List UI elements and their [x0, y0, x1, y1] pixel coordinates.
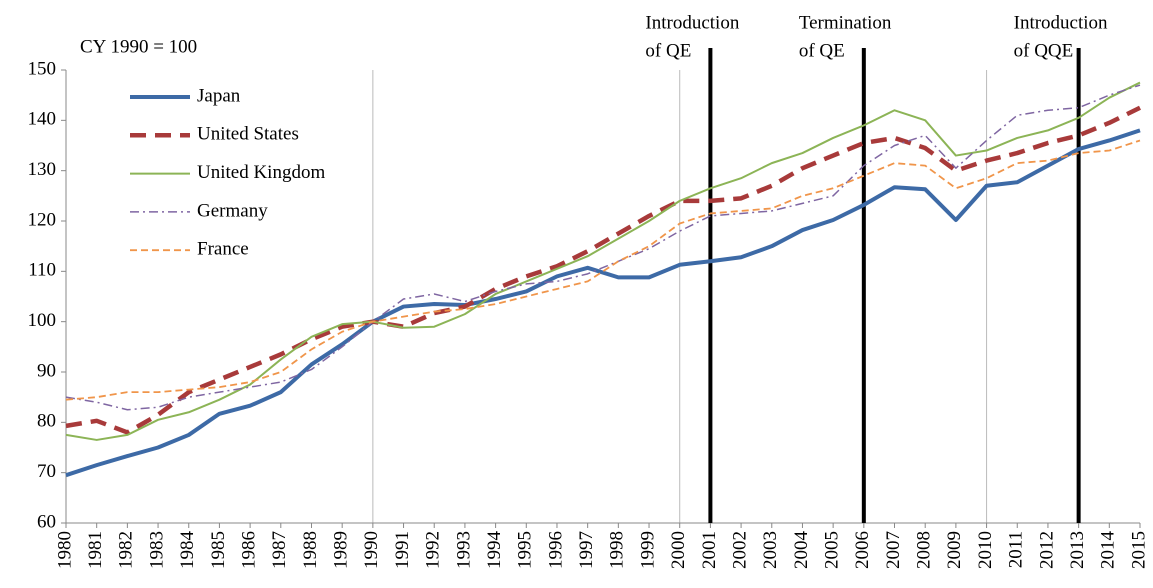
y-tick-label: 130: [28, 159, 57, 180]
x-tick-label: 1983: [146, 531, 167, 569]
x-tick-label: 1990: [361, 531, 382, 569]
annotation: Introduction: [645, 12, 739, 33]
x-tick-label: 2007: [883, 531, 904, 569]
x-tick-label: 1996: [545, 531, 566, 569]
x-tick-label: 1985: [208, 531, 229, 569]
y-tick-label: 120: [28, 209, 57, 230]
x-tick-label: 1980: [54, 531, 75, 569]
x-tick-label: 1998: [607, 531, 628, 569]
x-tick-label: 2013: [1067, 531, 1088, 569]
y-tick-label: 60: [37, 511, 56, 532]
y-tick-label: 110: [28, 260, 56, 281]
x-tick-label: 2000: [668, 531, 689, 569]
x-tick-label: 2014: [1098, 531, 1119, 570]
x-tick-label: 1994: [484, 531, 505, 570]
annotation: of QE: [645, 40, 691, 61]
series-line: [65, 139, 1141, 401]
annotation: Termination: [799, 12, 892, 33]
x-tick-label: 2003: [760, 531, 781, 569]
series-line: [65, 128, 1141, 478]
x-tick-label: 1989: [331, 531, 352, 569]
legend-label: Japan: [197, 85, 241, 106]
x-tick-label: 1987: [269, 531, 290, 569]
x-tick-label: 2009: [944, 531, 965, 569]
series-line: [65, 81, 1141, 441]
y-tick-label: 150: [28, 58, 57, 79]
x-tick-label: 1988: [300, 531, 321, 569]
y-tick-label: 80: [37, 411, 56, 432]
x-tick-label: 1986: [238, 531, 259, 569]
x-tick-label: 2004: [791, 531, 812, 570]
x-tick-label: 1993: [453, 531, 474, 569]
series-line: [65, 84, 1141, 411]
y-tick-label: 70: [37, 461, 56, 482]
x-tick-label: 1995: [515, 531, 536, 569]
legend-label: France: [197, 239, 249, 260]
legend-label: Germany: [197, 200, 268, 221]
y-tick-label: 90: [37, 360, 56, 381]
y-tick-label: 100: [28, 310, 57, 331]
x-tick-label: 2011: [1006, 531, 1027, 568]
x-tick-label: 2012: [1036, 531, 1057, 569]
annotation: of QE: [799, 40, 845, 61]
x-tick-label: 2005: [822, 531, 843, 569]
y-tick-label: 140: [28, 109, 57, 130]
series-line: [65, 105, 1141, 435]
x-tick-label: 2015: [1128, 531, 1149, 569]
annotation: Introduction: [1014, 12, 1108, 33]
x-tick-label: 1997: [576, 531, 597, 569]
legend-label: United States: [197, 124, 299, 145]
x-tick-label: 1982: [116, 531, 137, 569]
x-tick-label: 1984: [177, 531, 198, 570]
x-tick-label: 2002: [729, 531, 750, 569]
legend-label: United Kingdom: [197, 162, 325, 183]
x-tick-label: 1991: [392, 531, 413, 569]
x-tick-label: 2010: [975, 531, 996, 569]
x-tick-label: 2008: [914, 531, 935, 569]
annotation: of QQE: [1014, 40, 1074, 61]
x-tick-label: 2006: [852, 531, 873, 569]
x-tick-label: 1981: [85, 531, 106, 569]
subtitle: CY 1990 = 100: [80, 36, 197, 57]
x-tick-label: 2001: [699, 531, 720, 569]
x-tick-label: 1999: [637, 531, 658, 569]
x-tick-label: 1992: [423, 531, 444, 569]
